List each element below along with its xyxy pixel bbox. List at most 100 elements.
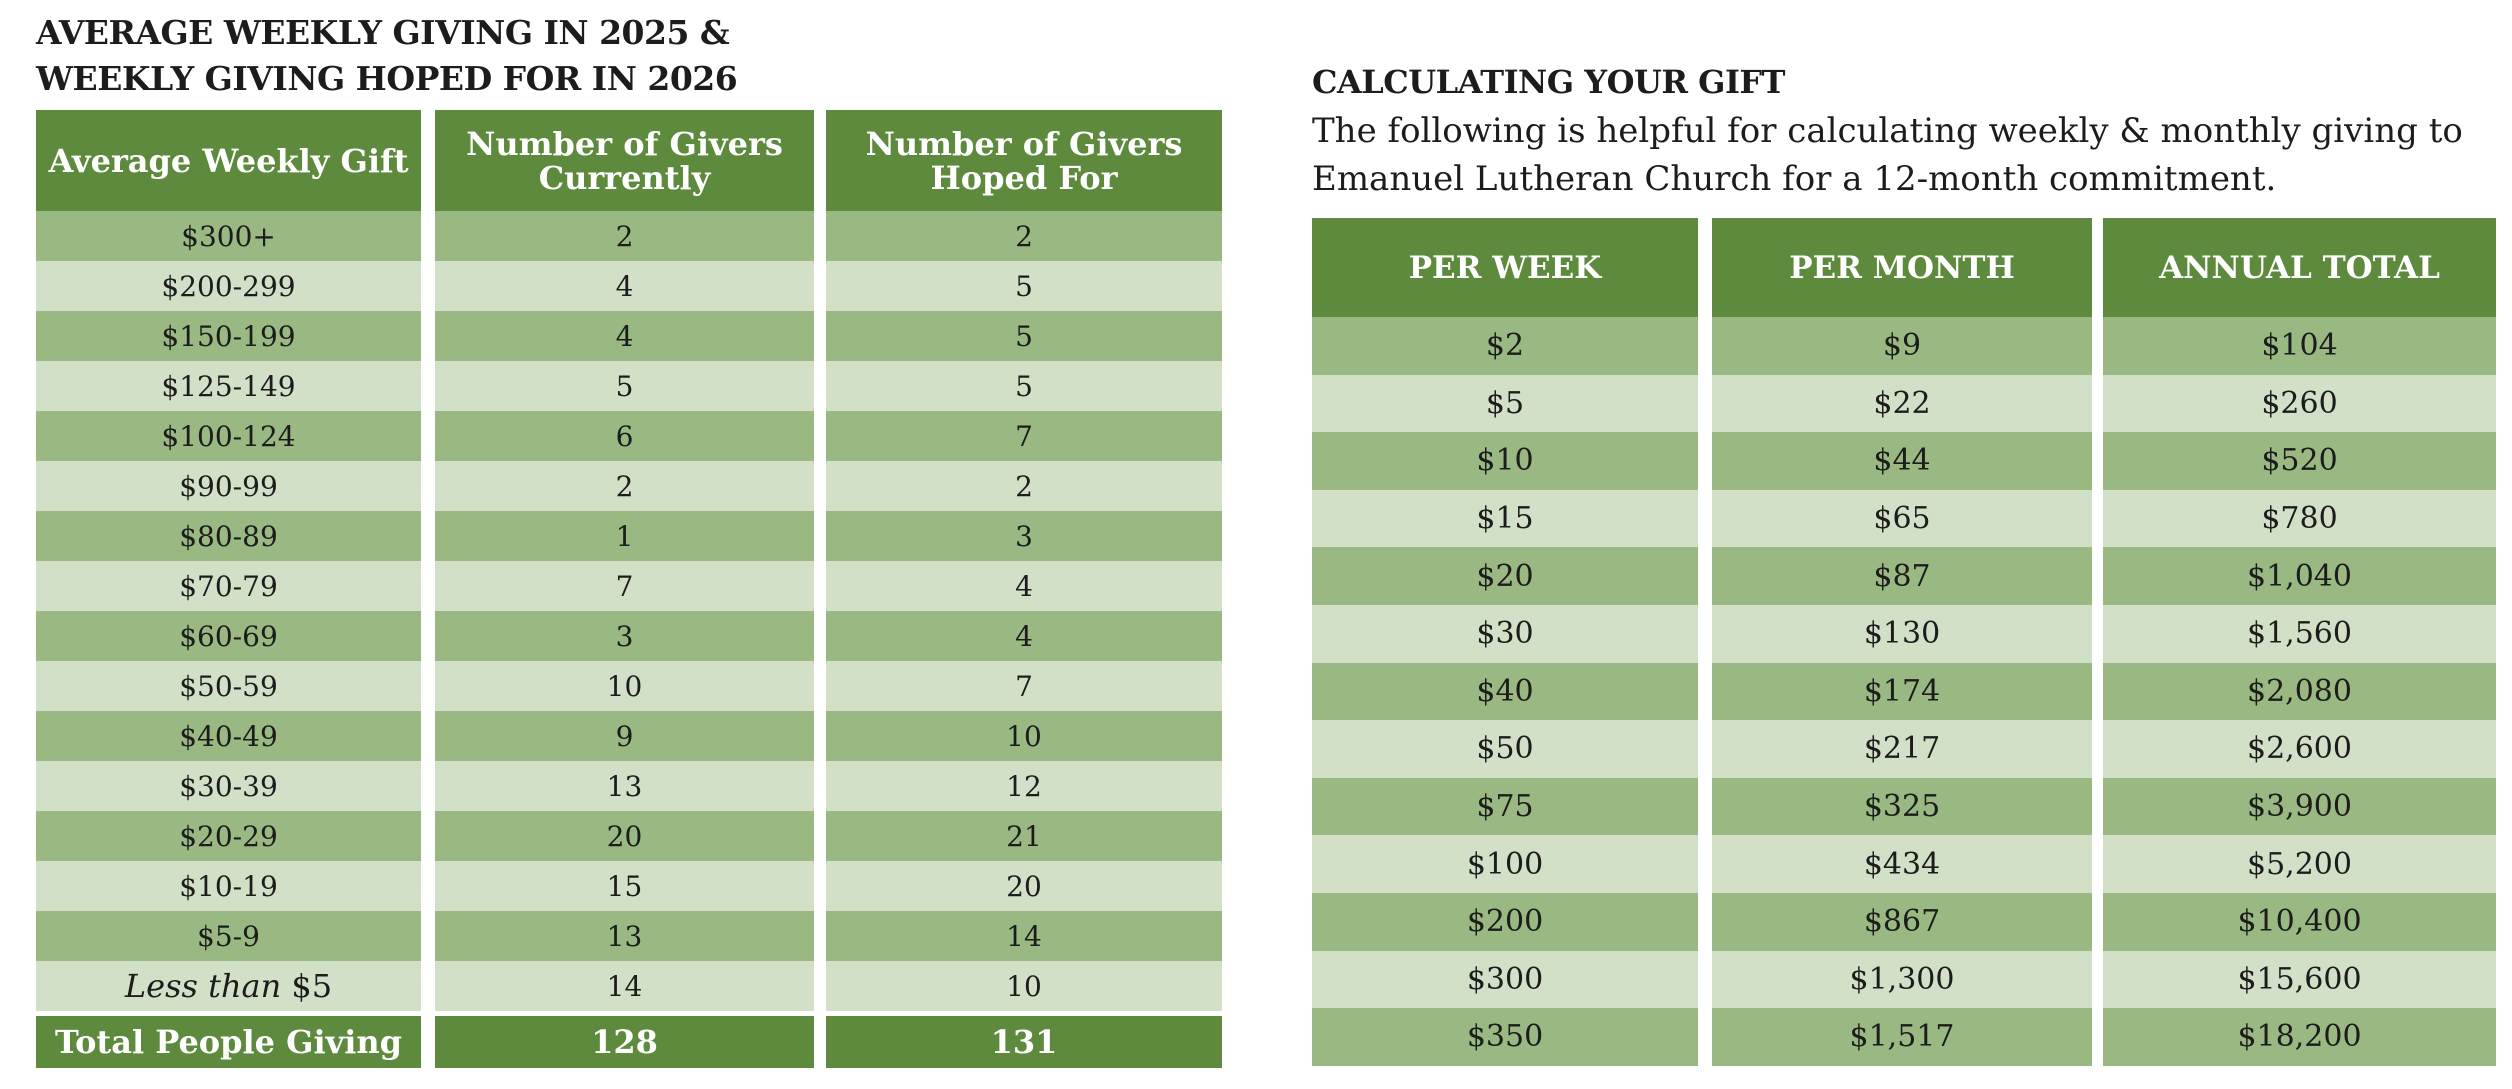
table-cell: $780 [2103,489,2496,548]
table-cell: $434 [1712,835,2092,893]
table-cell: 1 [435,511,814,561]
right-table-title: CALCULATING YOUR GIFT [1312,63,1785,101]
table-cell: $1,517 [1712,1008,2092,1066]
column-header-line: Average Weekly Gift [48,141,409,180]
table-cell: $40 [1312,662,1698,721]
table-cell: $15 [1312,489,1698,548]
table-cell: 4 [435,311,814,361]
table-cell: $5 [1312,374,1698,433]
table-cell: $325 [1712,777,2092,836]
table-cell: $10,400 [2103,892,2496,951]
table-cell: $60-69 [36,611,421,661]
table-cell: 7 [826,411,1222,461]
hoped-givers-column: Number of Givers Hoped For 2 5 5 5 7 2 3 4 4 7 10 12 2… [826,110,1222,1068]
table-cell: 4 [435,261,814,311]
left-title-line1: AVERAGE WEEKLY GIVING IN 2025 & [36,13,730,52]
total-row-cell: Total People Giving [36,1016,421,1068]
table-cell: $20-29 [36,811,421,861]
gift-column: Average Weekly Gift $300+ $200-299 $150-199… [36,110,421,1068]
table-cell: 4 [826,561,1222,611]
table-cell: 2 [826,461,1222,511]
table-cell: $10-19 [36,861,421,911]
column-header: Number of Givers Hoped For [826,110,1222,211]
table-cell: 13 [435,761,814,811]
current-givers-column: Number of Givers Currently 2 4 4 5 6 2 1 7 3 10 9 13 2… [435,110,814,1068]
column-header: ANNUAL TOTAL [2103,218,2496,317]
total-row-cell: 128 [435,1016,814,1068]
column-header-line: Currently [538,158,711,197]
table-cell: $22 [1712,374,2092,433]
table-cell: $18,200 [2103,1008,2496,1066]
table-cell: 9 [435,711,814,761]
table-cell: $5-9 [36,911,421,961]
table-cell: $200 [1312,892,1698,951]
table-cell: 4 [826,611,1222,661]
table-cell: 10 [826,961,1222,1011]
table-cell: $75 [1312,777,1698,836]
table-cell: $2,080 [2103,662,2496,721]
table-cell: $44 [1712,432,2092,490]
table-cell: 5 [826,361,1222,411]
table-cell: 20 [826,861,1222,911]
column-header: PER MONTH [1712,218,2092,317]
per-month-column: PER MONTH $9 $22 $44 $65 $87 $130 $174 $217 $325 $… [1712,218,2092,1066]
left-table-title: AVERAGE WEEKLY GIVING IN 2025 & WEEKLY G… [36,10,738,102]
table-cell: 10 [435,661,814,711]
table-cell: 14 [435,961,814,1011]
table-cell: $217 [1712,720,2092,778]
table-cell: $104 [2103,317,2496,375]
annual-total-column: ANNUAL TOTAL $104 $260 $520 $780 $1,040 $1,560… [2103,218,2496,1066]
table-cell: $174 [1712,662,2092,721]
table-cell: $2 [1312,317,1698,375]
table-cell: 10 [826,711,1222,761]
table-cell: $15,600 [2103,950,2496,1009]
column-header: Number of Givers Currently [435,110,814,211]
table-cell: $70-79 [36,561,421,611]
gift-amount: $5 [291,967,333,1005]
table-cell: $20 [1312,547,1698,605]
table-cell: 2 [826,211,1222,261]
table-cell: 2 [435,211,814,261]
column-header-line: Hoped For [930,158,1118,197]
table-cell: $130 [1712,604,2092,663]
table-cell: $200-299 [36,261,421,311]
table-cell: $30-39 [36,761,421,811]
column-header-line: Number of Givers [865,124,1183,163]
table-cell: 7 [435,561,814,611]
table-cell: $90-99 [36,461,421,511]
table-cell: 3 [826,511,1222,561]
table-cell: 20 [435,811,814,861]
table-cell: $80-89 [36,511,421,561]
table-cell: $2,600 [2103,720,2496,778]
table-cell: $50-59 [36,661,421,711]
gift-less-than-label: Less than [124,967,282,1005]
table-cell: $125-149 [36,361,421,411]
table-cell: 5 [826,261,1222,311]
table-cell: 15 [435,861,814,911]
table-cell: 7 [826,661,1222,711]
table-cell: Less than $5 [36,961,421,1011]
table-cell: 13 [435,911,814,961]
table-cell: 5 [435,361,814,411]
table-cell: $9 [1712,317,2092,375]
calculation-intro: The following is helpful for calculating… [1312,111,2463,199]
table-cell: $350 [1312,1008,1698,1066]
column-header: Average Weekly Gift [36,110,421,211]
table-cell: 6 [435,411,814,461]
table-cell: $300+ [36,211,421,261]
table-cell: $867 [1712,892,2092,951]
table-cell: $300 [1312,950,1698,1009]
per-week-column: PER WEEK $2 $5 $10 $15 $20 $30 $40 $50 $75 $100 $20… [1312,218,1698,1066]
left-title-line2: WEEKLY GIVING HOPED FOR IN 2026 [36,59,738,98]
table-cell: 5 [826,311,1222,361]
table-cell: 14 [826,911,1222,961]
table-cell: $40-49 [36,711,421,761]
table-cell: $5,200 [2103,835,2496,893]
table-cell: $87 [1712,547,2092,605]
table-cell: $260 [2103,374,2496,433]
table-cell: 2 [435,461,814,511]
table-cell: $50 [1312,720,1698,778]
table-cell: 3 [435,611,814,661]
table-cell: 21 [826,811,1222,861]
table-cell: $100-124 [36,411,421,461]
